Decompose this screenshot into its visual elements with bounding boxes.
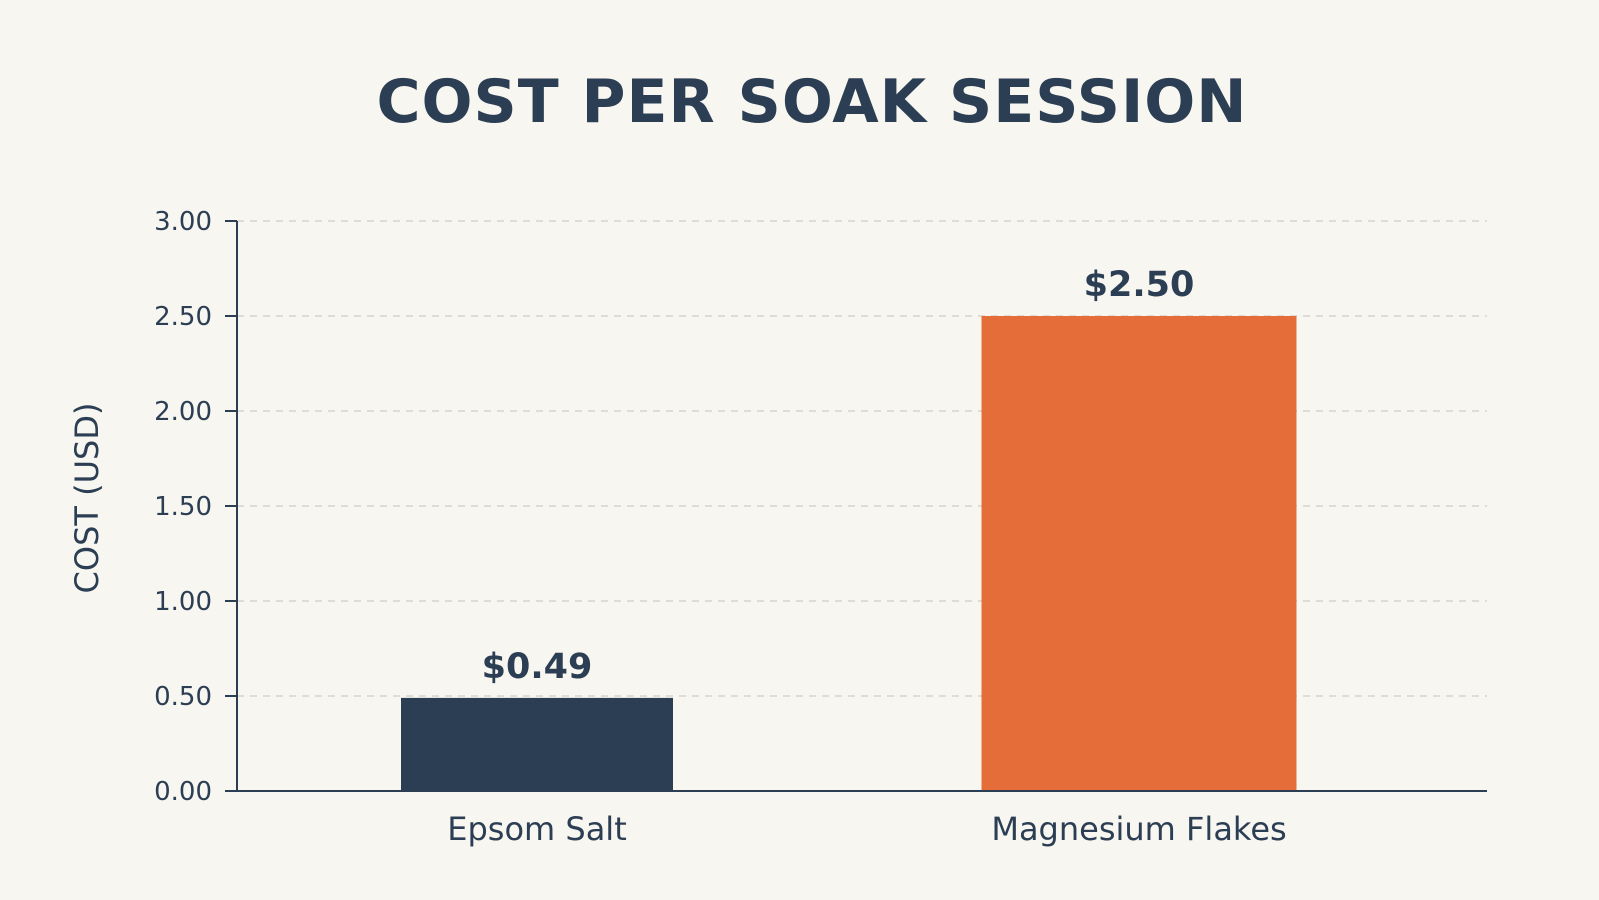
labels: 0.00 0.50 1.00 1.50 2.00 2.50 3.00 $0.49 Epsom S…	[154, 207, 1287, 848]
y-tick-label: 2.50	[154, 302, 212, 332]
bars	[401, 316, 1297, 791]
y-tick-label: 0.50	[154, 682, 212, 712]
y-tick-label: 1.50	[154, 492, 212, 522]
y-tick-label: 2.00	[154, 397, 212, 427]
bar	[401, 697, 673, 791]
data-label: $2.50	[1084, 265, 1195, 305]
y-tick-label: 0.00	[154, 777, 212, 807]
data-label: $0.49	[482, 647, 593, 687]
axes	[225, 220, 1487, 792]
y-axis-label: COST (USD)	[68, 403, 106, 594]
gridlines	[237, 220, 1487, 697]
y-tick-label: 1.00	[154, 587, 212, 617]
x-tick-label: Epsom Salt	[447, 810, 626, 848]
y-tick-label: 3.00	[154, 207, 212, 237]
chart-title: COST PER SOAK SESSION	[376, 67, 1247, 137]
bar	[981, 316, 1297, 791]
x-tick-label: Magnesium Flakes	[991, 810, 1286, 848]
